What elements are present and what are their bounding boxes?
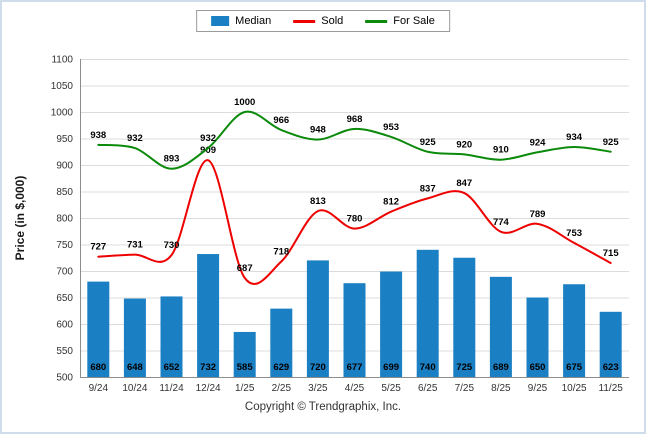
median-bar-value-labels: 680 648 652 732 585 629 720 677 699 740 725 689 650 6… xyxy=(90,362,618,373)
legend-item-median: Median xyxy=(211,15,271,27)
svg-text:910: 910 xyxy=(493,145,509,156)
svg-text:893: 893 xyxy=(164,154,180,165)
svg-text:780: 780 xyxy=(347,214,363,225)
svg-text:740: 740 xyxy=(420,362,436,373)
svg-text:950: 950 xyxy=(56,134,73,145)
svg-text:932: 932 xyxy=(200,133,216,144)
svg-text:948: 948 xyxy=(310,125,326,136)
sold-line-swatch-icon xyxy=(293,19,316,23)
svg-text:966: 966 xyxy=(273,115,289,126)
svg-text:938: 938 xyxy=(90,130,106,141)
svg-text:850: 850 xyxy=(56,187,73,198)
svg-text:680: 680 xyxy=(90,362,106,373)
svg-text:600: 600 xyxy=(56,320,73,331)
svg-text:1/25: 1/25 xyxy=(235,383,255,394)
svg-text:699: 699 xyxy=(383,362,399,373)
svg-text:968: 968 xyxy=(347,114,363,125)
median-bar-swatch-icon xyxy=(211,16,230,26)
svg-text:623: 623 xyxy=(603,362,619,373)
svg-text:7/25: 7/25 xyxy=(455,383,475,394)
legend-label-sold: Sold xyxy=(321,15,344,27)
svg-text:932: 932 xyxy=(127,133,143,144)
y-axis-title: Price (in $,000) xyxy=(13,175,27,261)
svg-text:11/25: 11/25 xyxy=(599,383,624,394)
legend: Median Sold For Sale xyxy=(196,10,450,32)
svg-text:10/24: 10/24 xyxy=(122,383,147,394)
svg-text:675: 675 xyxy=(566,362,583,373)
svg-text:689: 689 xyxy=(493,362,509,373)
svg-text:648: 648 xyxy=(127,362,143,373)
copyright-text: Copyright © Trendgraphix, Inc. xyxy=(244,401,402,413)
svg-text:789: 789 xyxy=(530,209,546,220)
svg-text:1100: 1100 xyxy=(51,55,73,66)
svg-text:585: 585 xyxy=(237,362,254,373)
svg-text:925: 925 xyxy=(603,137,620,148)
svg-text:774: 774 xyxy=(493,217,510,228)
svg-text:925: 925 xyxy=(420,137,437,148)
svg-text:677: 677 xyxy=(347,362,363,373)
svg-text:900: 900 xyxy=(56,161,73,172)
svg-text:12/24: 12/24 xyxy=(196,383,221,394)
svg-text:1000: 1000 xyxy=(234,97,255,108)
svg-text:812: 812 xyxy=(383,197,399,208)
legend-label-for-sale: For Sale xyxy=(393,15,435,27)
svg-text:687: 687 xyxy=(237,263,253,274)
for-sale-line-swatch-icon xyxy=(365,19,388,23)
for-sale-line xyxy=(97,110,612,170)
svg-text:3/25: 3/25 xyxy=(308,383,328,394)
svg-text:813: 813 xyxy=(310,196,326,207)
legend-item-sold: Sold xyxy=(293,15,343,27)
svg-text:500: 500 xyxy=(56,373,73,384)
svg-text:934: 934 xyxy=(566,132,583,143)
svg-text:750: 750 xyxy=(56,240,73,251)
svg-text:10/25: 10/25 xyxy=(562,383,587,394)
svg-text:5/25: 5/25 xyxy=(381,383,401,394)
svg-text:6/25: 6/25 xyxy=(418,383,438,394)
median-bars xyxy=(87,249,622,377)
svg-text:909: 909 xyxy=(200,145,216,156)
svg-text:650: 650 xyxy=(56,293,73,304)
svg-text:700: 700 xyxy=(56,267,73,278)
svg-text:715: 715 xyxy=(603,248,620,259)
svg-text:924: 924 xyxy=(530,137,547,148)
svg-text:650: 650 xyxy=(530,362,546,373)
svg-text:629: 629 xyxy=(273,362,289,373)
svg-text:652: 652 xyxy=(164,362,180,373)
x-axis-tick-labels: 9/24 10/24 11/24 12/24 1/25 2/25 3/25 4/25 5/25 6… xyxy=(89,383,624,394)
legend-label-median: Median xyxy=(235,15,272,27)
svg-text:753: 753 xyxy=(566,228,582,239)
y-axis-tick-labels: 500 550 600 650 700 750 800 850 900 950 1000 1050 11… xyxy=(51,55,74,384)
sold-line xyxy=(97,159,612,285)
svg-text:550: 550 xyxy=(56,346,73,357)
svg-text:718: 718 xyxy=(273,246,289,257)
svg-text:731: 731 xyxy=(127,240,144,251)
svg-text:730: 730 xyxy=(164,240,180,251)
svg-text:725: 725 xyxy=(456,362,473,373)
sold-value-labels: 727 731 730 909 687 718 813 780 812 837 847 774 789 7… xyxy=(90,145,619,274)
svg-text:847: 847 xyxy=(456,178,472,189)
svg-text:837: 837 xyxy=(420,183,436,194)
svg-text:2/25: 2/25 xyxy=(272,383,292,394)
svg-text:732: 732 xyxy=(200,362,216,373)
svg-text:11/24: 11/24 xyxy=(159,383,184,394)
legend-item-for-sale: For Sale xyxy=(365,15,435,27)
svg-text:720: 720 xyxy=(310,362,326,373)
svg-text:800: 800 xyxy=(56,214,73,225)
svg-text:953: 953 xyxy=(383,122,399,133)
svg-text:4/25: 4/25 xyxy=(345,383,365,394)
svg-text:9/25: 9/25 xyxy=(528,383,548,394)
svg-text:1000: 1000 xyxy=(51,108,74,119)
svg-text:1050: 1050 xyxy=(51,81,74,92)
for-sale-value-labels: 938 932 893 932 1000 966 948 968 953 925 920 910 924… xyxy=(90,97,619,165)
svg-text:9/24: 9/24 xyxy=(89,383,109,394)
svg-text:8/25: 8/25 xyxy=(491,383,511,394)
svg-text:727: 727 xyxy=(90,242,106,253)
svg-text:920: 920 xyxy=(456,139,472,150)
